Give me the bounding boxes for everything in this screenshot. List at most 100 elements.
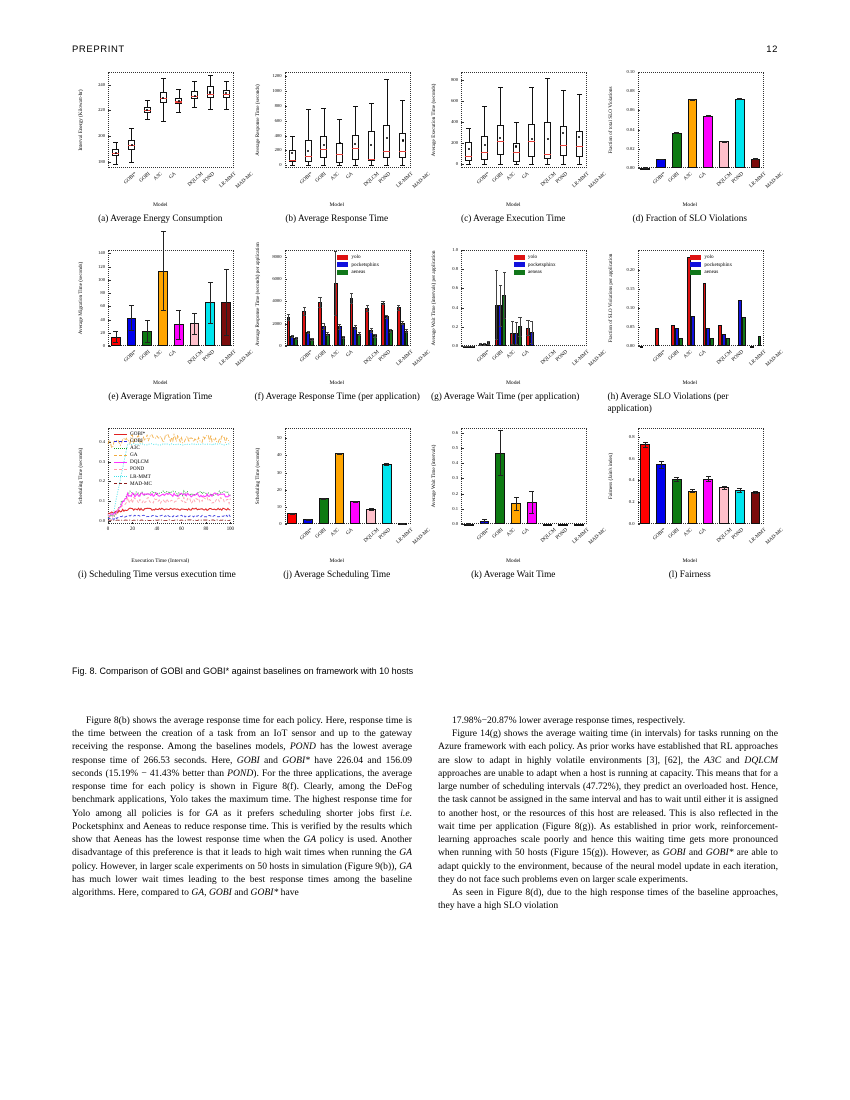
error-cap: [385, 317, 389, 319]
x-tick-label: GOBI: [314, 171, 328, 184]
plot-f: 0 2000 4000 6000 8000 Average Response Time (…: [249, 240, 432, 390]
x-tick-label: 80: [203, 527, 209, 532]
error-bar: [515, 497, 517, 510]
bar-yolo: [639, 345, 644, 348]
x-tick-label: GOBI: [667, 171, 681, 184]
error-cap: [337, 452, 343, 454]
whisker-line: [515, 121, 517, 164]
error-cap: [306, 333, 310, 335]
error-cap: [674, 480, 680, 482]
x-tick-label: GOBI*: [652, 349, 668, 364]
plot-l: 0.0 0.2 0.4 0.6 0.8 Fairness (Jain's index) Mo…: [602, 418, 784, 568]
whisker-cap: [176, 111, 182, 113]
error-cap: [321, 497, 327, 499]
error-cap: [674, 476, 680, 478]
error-cap: [518, 335, 522, 337]
legend-label: POND: [130, 466, 145, 473]
error-cap: [341, 336, 346, 337]
error-cap: [369, 331, 373, 333]
y-tick-mark: [284, 346, 287, 347]
y-axis-title: Average Wait Time (intervals) per applic…: [431, 250, 437, 346]
subfigure-caption: (j) Average Scheduling Time: [283, 570, 391, 580]
legend-line-swatch: [114, 461, 127, 463]
x-tick-label: GA: [344, 349, 354, 359]
mean-marker: [483, 143, 486, 146]
error-bar: [307, 330, 309, 334]
error-cap: [310, 339, 314, 341]
error-cap: [129, 330, 135, 331]
bar-yolo: [702, 282, 707, 346]
error-bar: [723, 486, 725, 489]
bar-pocketsphinx: [674, 327, 679, 346]
legend: yolo pocketsphinx aeneas: [337, 254, 379, 277]
whisker-cap: [352, 106, 358, 108]
legend-swatch: [513, 269, 525, 275]
y-tick-mark: [461, 122, 464, 124]
x-tick-label: GA: [344, 171, 354, 181]
legend-item: pocketsphinx: [513, 262, 556, 268]
y-tick-label: 20: [276, 486, 282, 492]
bar: [750, 158, 761, 168]
error-cap: [529, 490, 535, 492]
error-cap: [207, 281, 213, 283]
x-axis-title: Model: [682, 380, 698, 386]
y-tick-mark: [284, 165, 287, 166]
median-line: [304, 156, 312, 158]
subfigure-c: 0 200 400 600 800 Average Execution Time (sec…: [425, 62, 608, 240]
error-bar: [210, 281, 211, 323]
y-tick-mark: [637, 72, 640, 73]
error-bar: [374, 334, 376, 337]
error-cap: [705, 116, 711, 118]
x-tick-label: GA: [168, 349, 178, 359]
whisker-cap: [321, 107, 327, 109]
bar: [350, 501, 361, 524]
error-bar: [303, 307, 305, 315]
error-bar: [319, 297, 321, 307]
y-tick-mark: [108, 84, 111, 86]
x-axis-title: Model: [682, 558, 698, 564]
median-line: [222, 93, 230, 95]
error-bar: [355, 324, 356, 330]
subfigure-caption: (l) Fairness: [668, 570, 711, 580]
subfigure-k: 0.0 0.1 0.2 0.3 0.4 0.5 0.6 Average Wait Time (…: [425, 418, 608, 596]
y-tick-label: 1200: [272, 73, 282, 79]
median-line: [320, 148, 328, 150]
whisker-cap: [497, 163, 503, 165]
error-cap: [502, 317, 506, 319]
bar: [687, 99, 698, 168]
y-tick-mark: [637, 480, 640, 482]
y-tick-label: 0.2: [99, 478, 105, 484]
subfigure-caption: (k) Average Wait Time: [471, 570, 556, 580]
error-bar: [343, 336, 344, 339]
error-cap: [389, 328, 393, 330]
x-tick-label: A3C: [152, 171, 165, 182]
figure-8-grid: 180 200 220 240 Interval Energy (Kilowatt-hr…: [72, 62, 784, 596]
legend-line-swatch: [114, 440, 127, 442]
box-iqr: [383, 125, 391, 159]
x-axis-title: Model: [152, 380, 168, 386]
whisker-cap: [368, 102, 374, 104]
bar: [671, 478, 682, 524]
mean-marker: [499, 136, 502, 140]
legend-line-swatch: [114, 454, 127, 456]
whisker-line: [386, 78, 388, 165]
error-cap: [381, 300, 385, 302]
line-A3C: [107, 489, 231, 519]
error-bar: [366, 305, 368, 311]
whisker-cap: [384, 164, 390, 166]
legend-item: DQLCM: [114, 459, 152, 465]
whisker-cap: [560, 163, 566, 165]
y-tick-mark: [108, 279, 111, 281]
error-cap: [690, 488, 696, 490]
y-tick-label: 100: [98, 276, 105, 282]
error-cap: [129, 304, 135, 306]
legend-swatch: [337, 262, 349, 268]
box-iqr: [481, 135, 489, 161]
y-tick-label: 0.04: [626, 126, 635, 132]
y-tick-label: 0.6: [452, 285, 458, 291]
y-tick-label: 0.8: [628, 433, 635, 439]
error-cap: [482, 518, 488, 520]
error-cap: [176, 338, 182, 340]
y-tick-mark: [637, 346, 640, 347]
error-cap: [479, 342, 483, 344]
